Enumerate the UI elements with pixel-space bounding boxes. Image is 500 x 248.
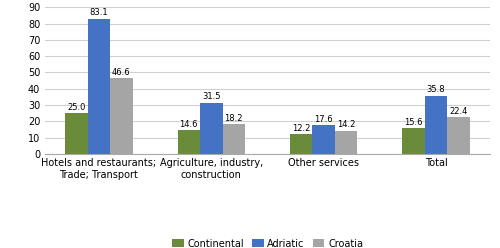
Text: 25.0: 25.0 <box>68 103 86 112</box>
Text: 83.1: 83.1 <box>90 8 108 17</box>
Bar <box>110 78 132 154</box>
Bar <box>88 19 110 154</box>
Bar <box>65 113 88 154</box>
Bar <box>178 130 200 154</box>
Bar <box>290 134 312 154</box>
Bar <box>425 95 448 154</box>
Text: 18.2: 18.2 <box>224 114 243 123</box>
Text: 12.2: 12.2 <box>292 124 310 133</box>
Text: 17.6: 17.6 <box>314 115 333 124</box>
Bar <box>335 131 357 154</box>
Legend: Continental, Adriatic, Croatia: Continental, Adriatic, Croatia <box>168 235 367 248</box>
Text: 15.6: 15.6 <box>404 118 423 127</box>
Bar <box>448 117 470 154</box>
Bar <box>200 103 222 154</box>
Bar <box>402 128 425 154</box>
Text: 35.8: 35.8 <box>426 85 446 94</box>
Bar <box>222 124 245 154</box>
Text: 14.6: 14.6 <box>180 120 198 129</box>
Text: 22.4: 22.4 <box>450 107 468 116</box>
Text: 14.2: 14.2 <box>337 120 355 129</box>
Text: 31.5: 31.5 <box>202 92 220 101</box>
Bar <box>312 125 335 154</box>
Text: 46.6: 46.6 <box>112 68 130 77</box>
